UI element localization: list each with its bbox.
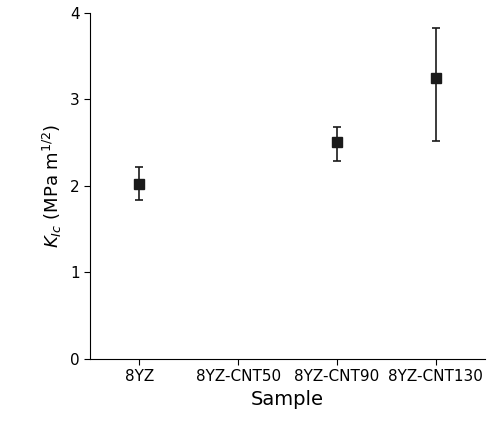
- X-axis label: Sample: Sample: [251, 390, 324, 408]
- Y-axis label: $K_{Ic}$ (MPa m$^{1/2}$): $K_{Ic}$ (MPa m$^{1/2}$): [41, 124, 64, 248]
